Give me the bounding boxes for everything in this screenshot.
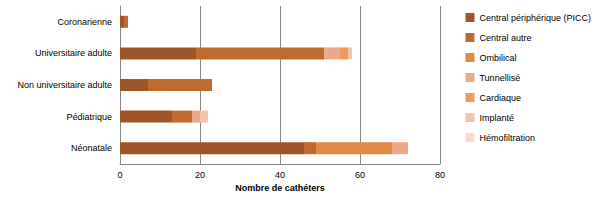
svg-text:Implanté: Implanté xyxy=(479,113,514,123)
svg-text:Universitaire adulte: Universitaire adulte xyxy=(35,48,112,58)
svg-text:Coronarienne: Coronarienne xyxy=(57,17,112,27)
svg-text:Hémofiltration: Hémofiltration xyxy=(479,133,535,143)
svg-text:Néonatale: Néonatale xyxy=(71,143,112,153)
svg-text:80: 80 xyxy=(435,170,445,180)
svg-text:Ombilical: Ombilical xyxy=(479,53,516,63)
svg-text:Tunnellisé: Tunnellisé xyxy=(479,73,520,83)
svg-text:Pédiatrique: Pédiatrique xyxy=(66,112,112,122)
svg-text:Cardiaque: Cardiaque xyxy=(479,93,521,103)
svg-text:60: 60 xyxy=(355,170,365,180)
svg-text:Non universitaire adulte: Non universitaire adulte xyxy=(17,80,112,90)
svg-text:0: 0 xyxy=(117,170,122,180)
svg-text:40: 40 xyxy=(275,170,285,180)
svg-text:20: 20 xyxy=(195,170,205,180)
svg-text:Central autre: Central autre xyxy=(479,33,531,43)
svg-text:Nombre de cathéters: Nombre de cathéters xyxy=(235,183,325,193)
svg-text:Central périphérique (PICC): Central périphérique (PICC) xyxy=(479,13,591,23)
